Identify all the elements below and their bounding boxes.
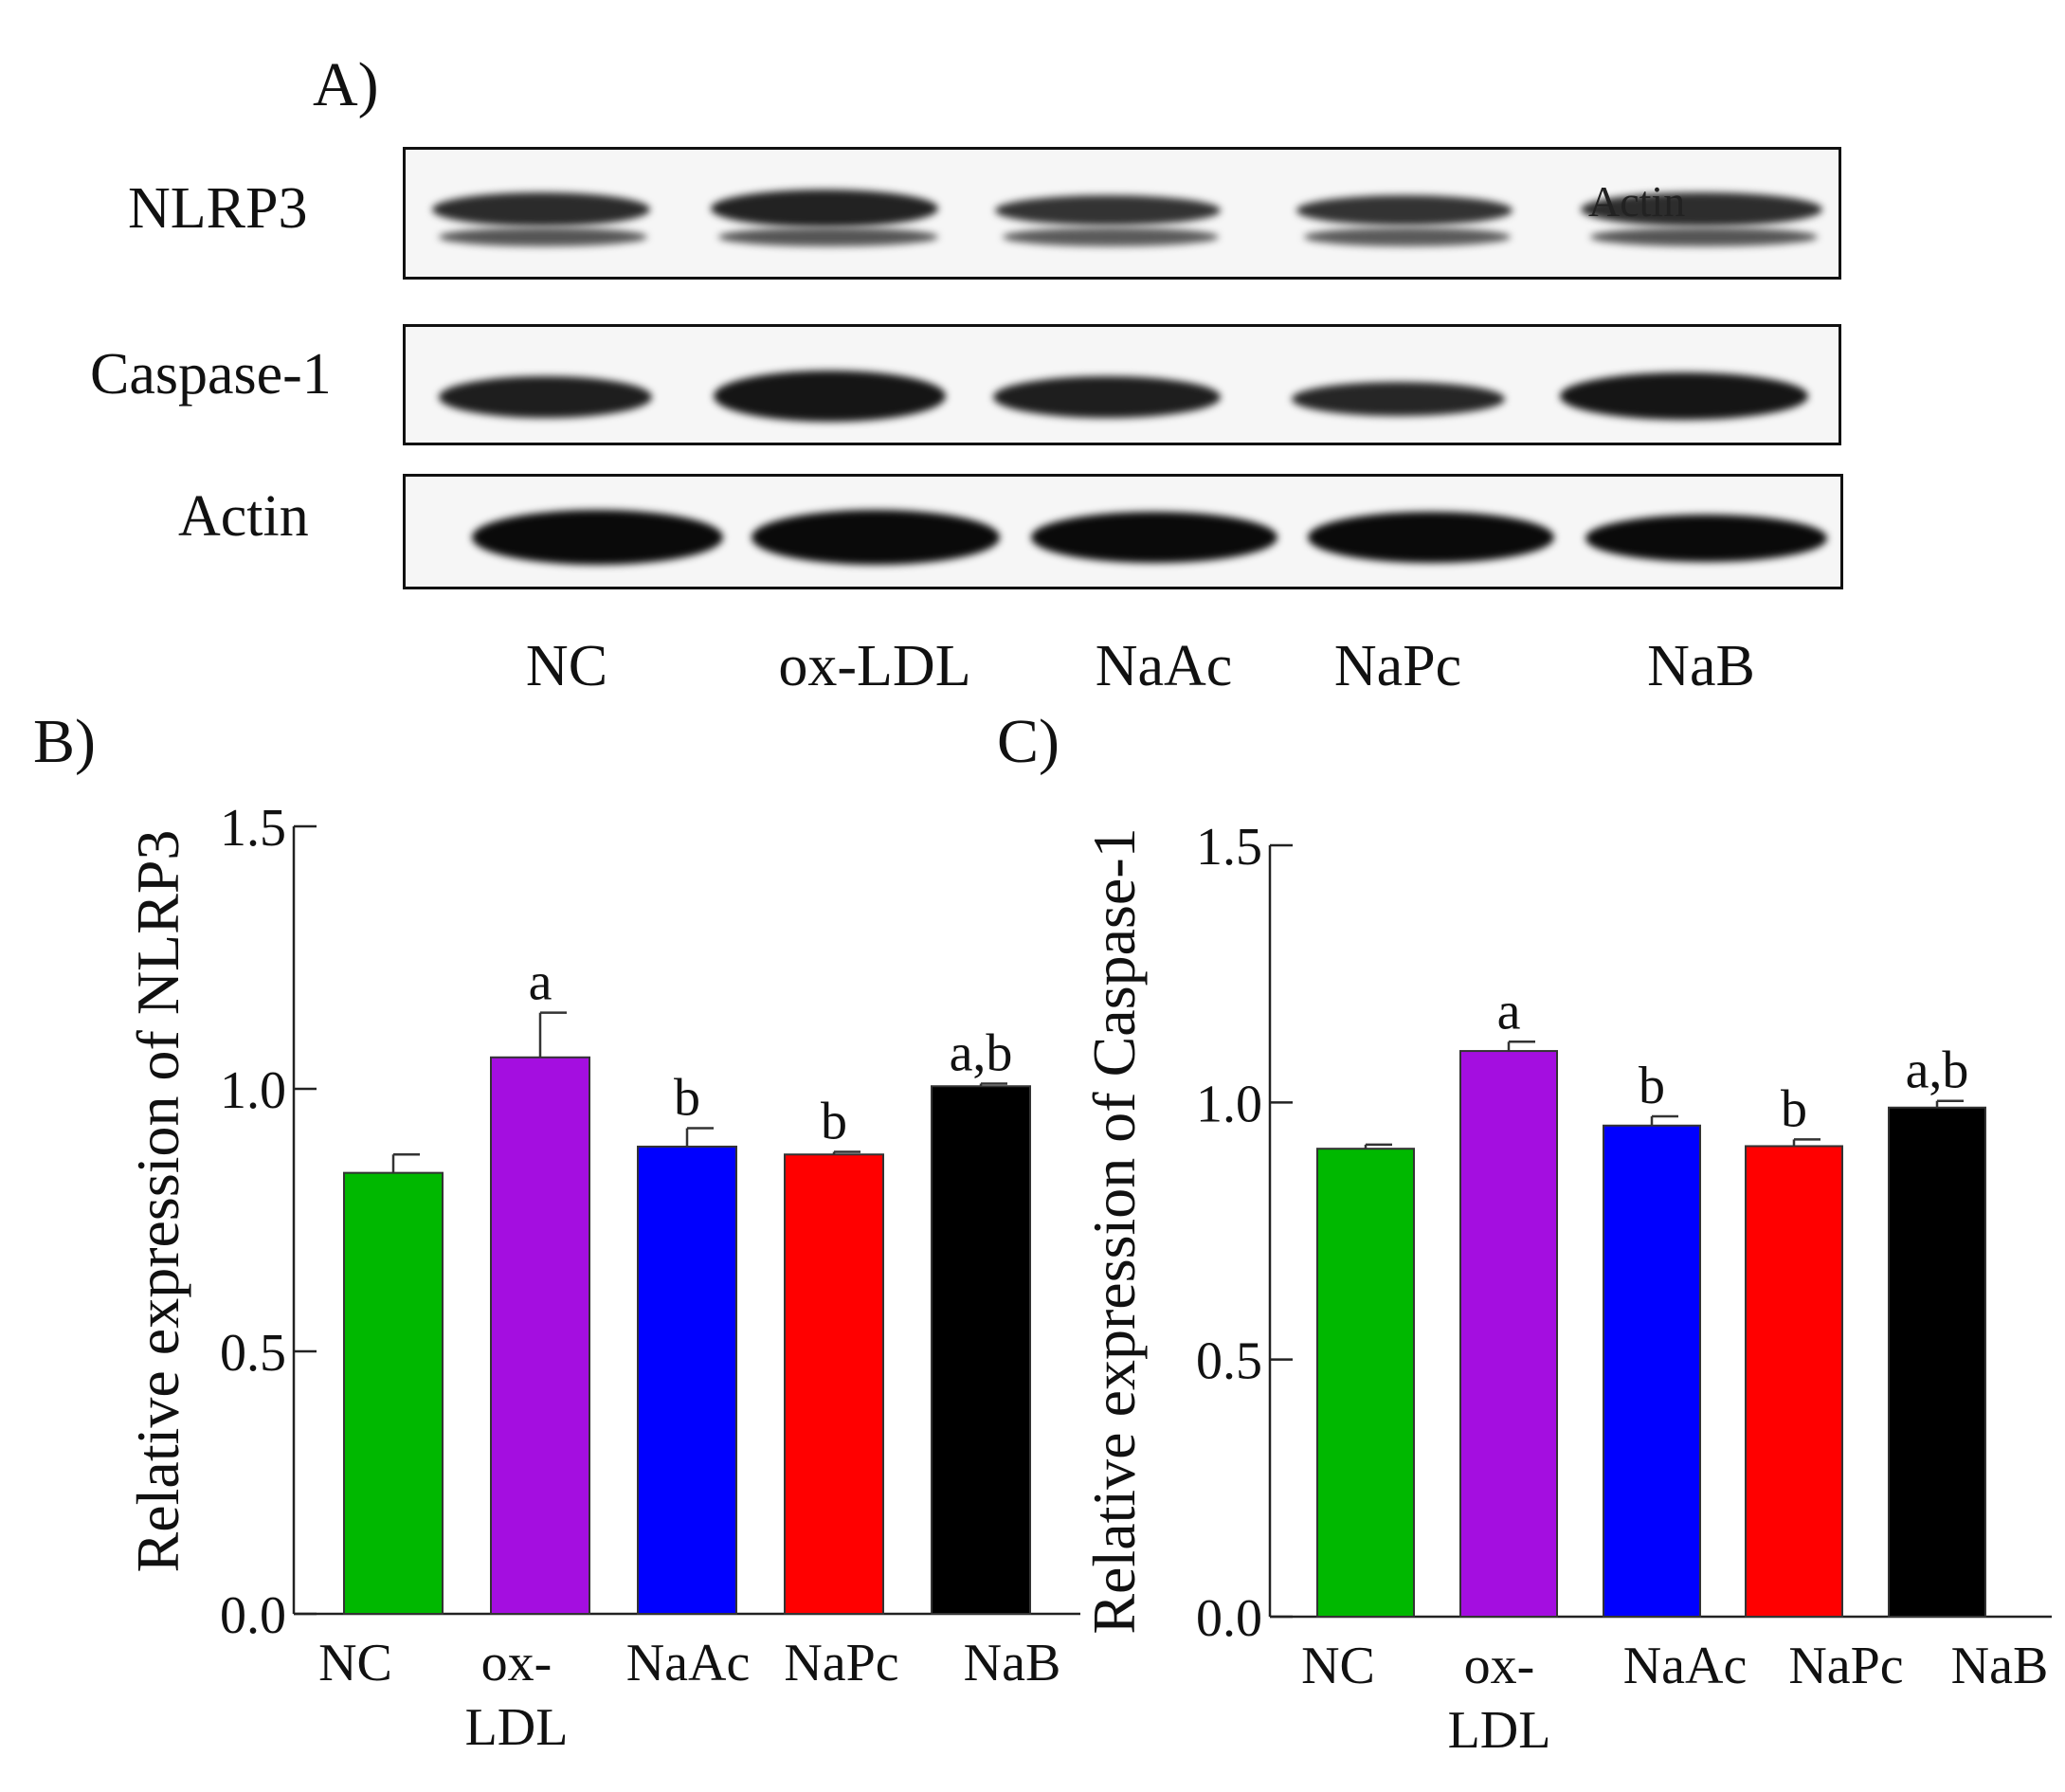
chart-b-bar xyxy=(343,1171,444,1615)
lane-label-ox-ldl: ox-LDL xyxy=(778,634,971,698)
chart-c-significance-label: b xyxy=(1781,1079,1807,1138)
chart-c-significance-label: a xyxy=(1497,982,1521,1041)
chart-b-y-tick-label: 0.0 xyxy=(220,1586,286,1645)
chart-b-x-tick-label: NaB xyxy=(964,1634,1061,1692)
chart-c-y-tick-label: 0.0 xyxy=(1196,1589,1262,1648)
blot-strip-actin xyxy=(403,474,1843,589)
chart-c-x-tick-label: NC xyxy=(1301,1637,1375,1695)
chart-c-bar xyxy=(1888,1106,1986,1618)
blot-strip-caspase-1 xyxy=(403,324,1841,445)
chart-b-y-tick-label: 1.0 xyxy=(220,1061,286,1120)
chart-b-x-tick-label: NaAc xyxy=(626,1634,751,1692)
chart-c-bar xyxy=(1745,1145,1843,1618)
chart-b-y-tick-label: 0.5 xyxy=(220,1324,286,1383)
blot-row-label-actin: Actin xyxy=(178,484,309,549)
chart-c-x-tick-label: NaPc xyxy=(1788,1637,1903,1695)
lane-label-naac: NaAc xyxy=(1095,634,1233,698)
blot-overlay-text: Actin xyxy=(1588,177,1686,226)
chart-b-significance-label: b xyxy=(674,1069,700,1128)
blot-row-label-nlrp3: NLRP3 xyxy=(128,176,308,241)
chart-b-x-tick-label: ox- xyxy=(481,1634,552,1692)
chart-b-bar xyxy=(931,1085,1031,1615)
chart-b-significance-label: b xyxy=(821,1092,847,1150)
chart-b-bar xyxy=(637,1145,737,1615)
chart-b-bar xyxy=(490,1056,590,1615)
lane-label-nc: NC xyxy=(525,634,608,698)
chart-b-y-axis-title: Relative expression of NLRP3 xyxy=(124,830,191,1573)
chart-b-bar xyxy=(784,1153,884,1615)
blot-strip-nlrp3: Actin xyxy=(403,147,1841,280)
chart-b-x-tick-label: NC xyxy=(318,1634,392,1692)
chart-b-significance-label: a,b xyxy=(950,1023,1013,1082)
chart-c-x-tick-label: ox- xyxy=(1464,1637,1535,1695)
chart-c-y-tick-label: 1.5 xyxy=(1196,818,1262,877)
lane-label-nab: NaB xyxy=(1647,634,1755,698)
chart-c-y-axis-title: Relative expression of Caspase-1 xyxy=(1080,827,1148,1634)
chart-c-bar xyxy=(1603,1124,1701,1618)
blot-row-label-caspase-1: Caspase-1 xyxy=(90,342,332,407)
chart-c-x-tick-label: LDL xyxy=(1448,1701,1551,1760)
chart-b-significance-label: a xyxy=(529,953,552,1012)
chart-c-bar xyxy=(1459,1050,1558,1618)
panel-a-label: A) xyxy=(313,50,379,119)
chart-c-x-tick-label: NaAc xyxy=(1623,1637,1748,1695)
chart-c-bar xyxy=(1316,1148,1415,1618)
chart-c-y-tick-label: 0.5 xyxy=(1196,1332,1262,1391)
chart-c-y-tick-label: 1.0 xyxy=(1196,1075,1262,1133)
chart-b-x-tick-label: LDL xyxy=(465,1698,569,1757)
chart-c-x-tick-label: NaB xyxy=(1951,1637,2049,1695)
panel-c-label: C) xyxy=(997,707,1060,776)
chart-c-significance-label: a,b xyxy=(1906,1041,1969,1100)
chart-b-y-tick-label: 1.5 xyxy=(220,799,286,858)
panel-b-label: B) xyxy=(33,707,96,776)
chart-b-x-tick-label: NaPc xyxy=(784,1634,898,1692)
chart-c-significance-label: b xyxy=(1639,1057,1665,1115)
lane-label-napc: NaPc xyxy=(1333,634,1462,698)
